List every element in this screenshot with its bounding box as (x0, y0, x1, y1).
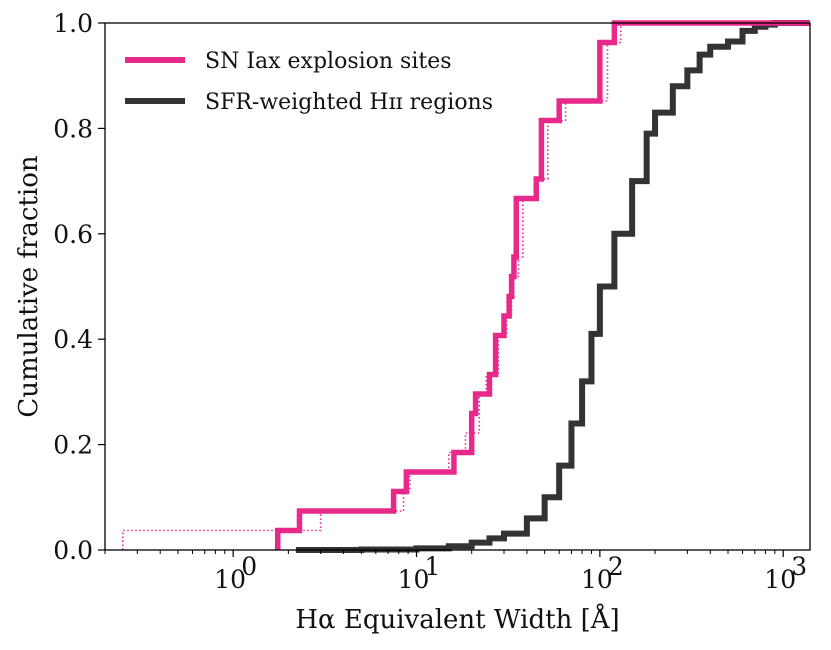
x-tick-label-0: 10 (214, 565, 246, 594)
x-tick-label-2: 10 (581, 565, 613, 594)
x-tick-exponent-0: 0 (241, 552, 257, 581)
legend-label-hii-regions: SFR-weighted Hɪɪ regions (205, 90, 493, 115)
plot-frame (104, 22, 811, 551)
x-tick-exponent-1: 1 (425, 552, 441, 581)
series-layer (121, 20, 810, 553)
y-tick-label-4: 0.8 (53, 114, 93, 143)
legend-label-sn-iax: SN Iax explosion sites (205, 49, 452, 74)
series-sn-iax-line (274, 20, 810, 550)
x-tick-label-1: 10 (398, 565, 430, 594)
y-tick-label-5: 1.0 (53, 9, 93, 38)
x-axis-title: Hα Equivalent Width [Å] (295, 603, 619, 635)
y-tick-label-2: 0.4 (53, 325, 93, 354)
series-hii-regions-line (295, 20, 810, 553)
x-tick-label-3: 10 (764, 565, 796, 594)
y-tick-label-3: 0.6 (53, 220, 93, 249)
x-tick-exponent-3: 3 (791, 552, 807, 581)
y-tick-label-1: 0.2 (53, 431, 93, 460)
legend: SN Iax explosion sites SFR-weighted Hɪɪ … (125, 49, 493, 115)
y-tick-label-0: 0.0 (53, 536, 93, 565)
x-tick-exponent-2: 2 (608, 552, 624, 581)
series-sn-iax-dotted-line (121, 22, 810, 550)
y-axis-title: Cumulative fraction (14, 155, 44, 417)
